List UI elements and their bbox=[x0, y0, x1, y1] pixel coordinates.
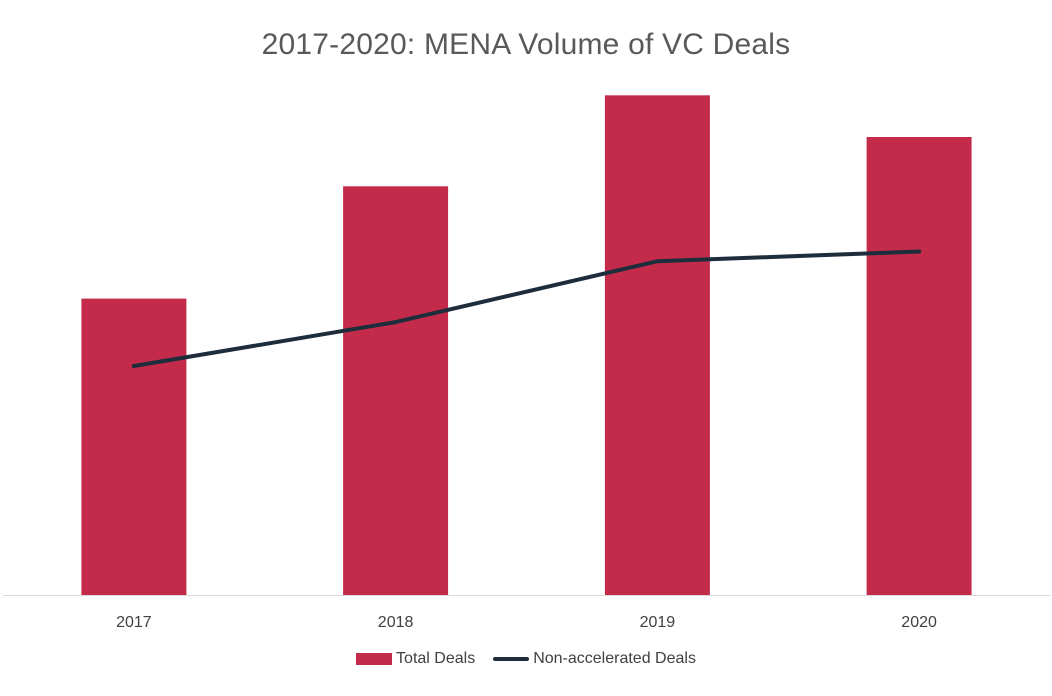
legend-swatch-non-accelerated-deals bbox=[493, 657, 530, 661]
x-tick-label: 2018 bbox=[378, 614, 414, 631]
x-tick-label: 2019 bbox=[640, 614, 676, 631]
point-non-accelerated-deals-2017 bbox=[131, 364, 136, 368]
point-non-accelerated-deals-2020 bbox=[917, 249, 922, 254]
legend-swatch-total-deals bbox=[356, 653, 393, 665]
legend-item-total-deals: Total Deals bbox=[356, 650, 475, 668]
bar-total-deals-2020 bbox=[866, 137, 972, 595]
chart-legend: Total Deals Non-accelerated Deals bbox=[0, 650, 1052, 668]
x-tick-label: 2020 bbox=[901, 614, 937, 631]
chart-title: 2017-2020: MENA Volume of VC Deals bbox=[261, 28, 791, 61]
point-non-accelerated-deals-2019 bbox=[655, 259, 660, 264]
x-tick-label: 2017 bbox=[116, 614, 152, 631]
point-non-accelerated-deals-2018 bbox=[393, 320, 398, 325]
bar-total-deals-2017 bbox=[81, 298, 187, 595]
legend-label-total-deals: Total Deals bbox=[396, 650, 476, 667]
line-non-accelerated-deals bbox=[131, 249, 922, 368]
bar-total-deals-2019 bbox=[604, 95, 710, 596]
bar-total-deals-2018 bbox=[343, 186, 449, 596]
legend-label-non-accelerated-deals: Non-accelerated Deals bbox=[533, 650, 696, 667]
legend-item-non-accelerated-deals: Non-accelerated Deals bbox=[493, 650, 696, 668]
